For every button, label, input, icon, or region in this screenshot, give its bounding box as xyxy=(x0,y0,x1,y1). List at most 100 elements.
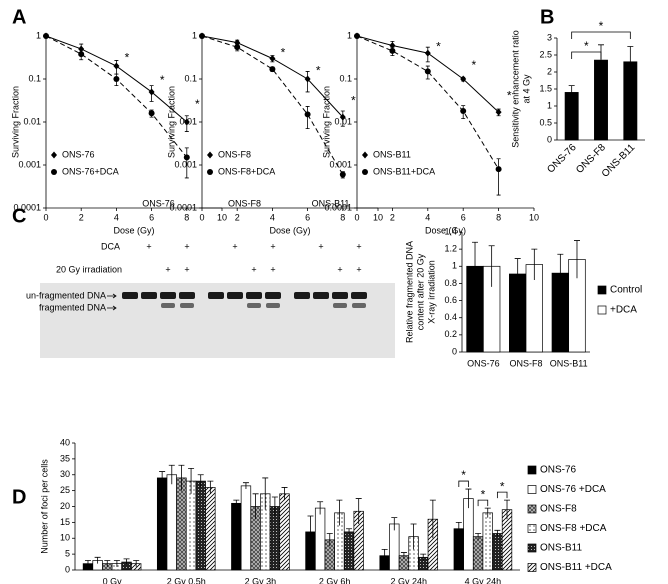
x-tick-label: 0 Gy xyxy=(103,576,123,584)
legend-marker xyxy=(51,169,57,175)
legend-marker xyxy=(51,151,57,159)
legend-label: ONS-B11 +DCA xyxy=(540,562,612,573)
gel-mark: + xyxy=(146,241,151,251)
x-tick-label: 6 xyxy=(305,212,310,222)
legend-marker xyxy=(362,151,368,159)
marker xyxy=(495,108,502,116)
marker xyxy=(460,75,467,83)
significance-bracket xyxy=(571,31,631,39)
panel-letter: D xyxy=(12,486,26,508)
legend-swatch xyxy=(527,543,537,553)
significance-label: * xyxy=(500,479,505,493)
y-tick-label: 0.001 xyxy=(329,159,352,169)
y-tick-label: 0.0001 xyxy=(169,202,197,212)
y-tick-label: 10 xyxy=(60,533,70,543)
y-tick-label: 0.01 xyxy=(179,116,197,126)
y-tick-label: 0.01 xyxy=(23,116,41,126)
marker xyxy=(113,62,120,70)
y-axis-label: X-ray irradiation xyxy=(426,260,436,324)
error-bar xyxy=(494,529,501,537)
significance-bracket xyxy=(477,499,489,507)
gel-band-label: un-fragmented DNA xyxy=(26,290,106,300)
marker xyxy=(269,54,276,62)
y-axis-label: Surviving Fraction xyxy=(166,86,176,158)
legend-swatch xyxy=(597,305,607,315)
bar xyxy=(240,485,252,571)
x-tick-label: 4 xyxy=(425,212,430,222)
x-tick-label: 2 Gy 24h xyxy=(390,576,427,584)
x-axis-label: Dose (Gy) xyxy=(269,225,310,235)
bar xyxy=(166,474,177,571)
gel-band xyxy=(332,292,348,299)
x-tick-label: 8 xyxy=(496,212,501,222)
legend-label: ONS-76 xyxy=(540,465,577,476)
marker xyxy=(43,33,49,39)
error-bar xyxy=(104,560,111,567)
legend-swatch xyxy=(597,285,607,295)
gel-mark: + xyxy=(165,264,170,274)
y-tick-label: 2.5 xyxy=(539,49,552,59)
legend-label: ONS-B11 xyxy=(373,149,411,159)
bar xyxy=(156,477,168,571)
error-bar xyxy=(355,498,362,524)
gel-mark: + xyxy=(184,241,189,251)
error-bar xyxy=(336,499,343,526)
y-axis-label: Number of foci per cells xyxy=(39,459,49,554)
y-tick-label: 25 xyxy=(60,485,70,495)
error-bar xyxy=(207,480,214,494)
bar xyxy=(185,480,197,571)
x-tick-label: 10 xyxy=(217,212,227,222)
error-bar xyxy=(400,552,407,559)
x-tick-label: 10 xyxy=(373,212,383,222)
legend-marker xyxy=(207,151,213,159)
marker xyxy=(495,166,502,173)
gel-row-label: 20 Gy irradiation xyxy=(56,264,122,274)
x-tick-label: 10 xyxy=(529,212,539,222)
x-tick-label: 0 xyxy=(199,212,204,222)
gel-band xyxy=(294,292,310,299)
legend-swatch xyxy=(527,563,537,572)
gel-mark: + xyxy=(356,264,361,274)
bar xyxy=(314,507,326,571)
y-tick-label: 0.001 xyxy=(174,159,197,169)
annotation: * xyxy=(281,45,286,59)
x-axis-label: Dose (Gy) xyxy=(113,225,154,235)
error-bar xyxy=(488,245,495,287)
y-tick-label: 1 xyxy=(547,100,552,110)
panel-letter: A xyxy=(12,6,26,28)
marker xyxy=(460,108,467,115)
arrow xyxy=(107,293,117,299)
gel-band xyxy=(351,292,367,299)
y-tick-label: 3 xyxy=(547,32,552,42)
bar xyxy=(195,480,206,571)
error-bar xyxy=(326,533,333,547)
legend-marker xyxy=(362,169,368,175)
gel-mark: + xyxy=(356,241,361,251)
annotation: * xyxy=(160,73,165,87)
legend-label: ONS-76+DCA xyxy=(62,166,119,176)
x-tick-label: ONS-76 xyxy=(467,358,500,368)
x-tick-label: 4 xyxy=(270,212,275,222)
y-tick-label: 0.0001 xyxy=(13,202,41,212)
y-tick-label: 1.4 xyxy=(444,226,457,236)
annotation: * xyxy=(471,58,476,72)
error-bar xyxy=(496,158,501,196)
annotation: * xyxy=(507,88,512,102)
marker xyxy=(113,76,120,82)
legend-label: ONS-76 +DCA xyxy=(540,484,606,495)
gel-band xyxy=(160,292,176,299)
error-bar xyxy=(391,517,398,531)
gel-group-label: ONS-76 xyxy=(142,198,175,208)
error-bar xyxy=(233,499,240,507)
error-bar xyxy=(598,44,604,76)
annotation: * xyxy=(195,97,200,111)
error-bar xyxy=(262,477,269,510)
y-tick-label: 0.0001 xyxy=(324,202,352,212)
legend-marker xyxy=(207,169,213,175)
y-tick-label: 0 xyxy=(452,346,457,356)
gel-group-label: ONS-B11 xyxy=(312,198,350,208)
error-bar xyxy=(381,548,388,563)
x-tick-label: 2 Gy 6h xyxy=(319,576,351,584)
error-bar xyxy=(317,501,324,515)
error-bar xyxy=(84,560,91,567)
